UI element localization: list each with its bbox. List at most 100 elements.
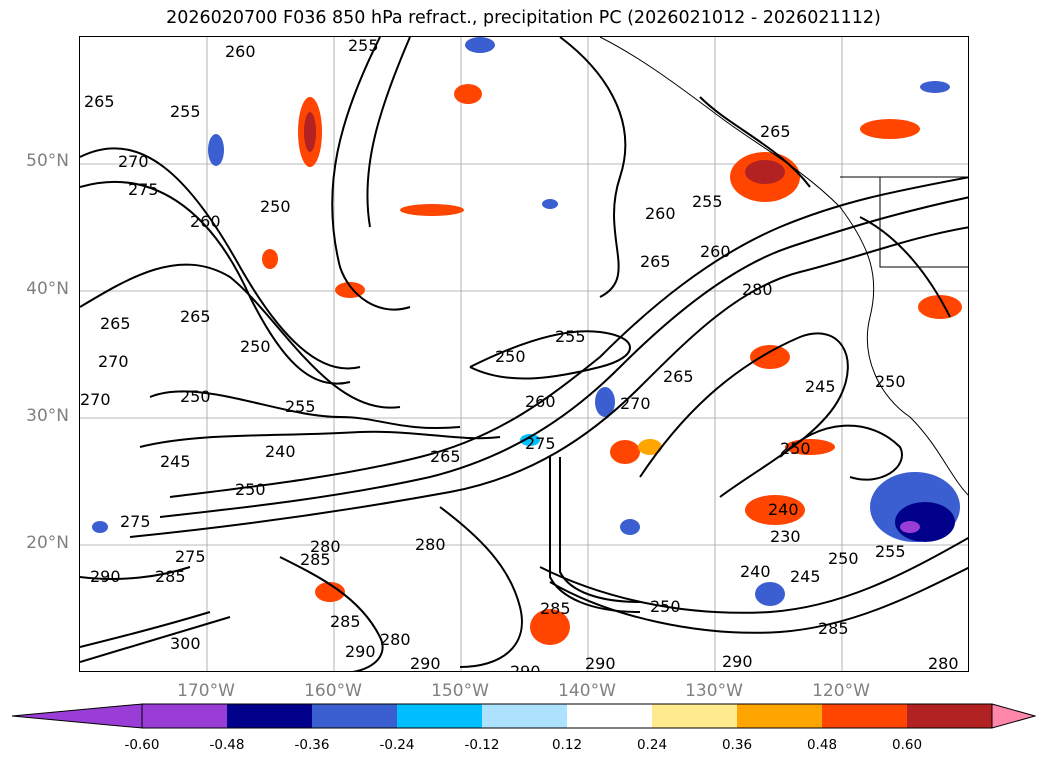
precip-shading — [92, 37, 962, 645]
contour-label: 250 — [828, 549, 859, 568]
contour-label: 250 — [875, 372, 906, 391]
contour-label: 290 — [722, 652, 753, 671]
colorbar-outline — [141, 703, 993, 729]
colorbar-tick: -0.60 — [124, 737, 160, 753]
contour-label: 250 — [260, 197, 291, 216]
contour-label: 255 — [285, 397, 316, 416]
colorbar-tick: 0.12 — [551, 737, 583, 753]
contour-label: 260 — [525, 392, 556, 411]
colorbar-tick: 0.60 — [891, 737, 923, 753]
contour-label: 290 — [510, 662, 541, 672]
contour-label: 285 — [300, 550, 331, 569]
colorbar-tick: -0.24 — [379, 737, 415, 753]
contour-label: 255 — [348, 37, 379, 55]
contour-label: 265 — [430, 447, 461, 466]
colorbar-bin — [822, 704, 907, 728]
colorbar-tick: 0.24 — [636, 737, 668, 753]
contour-label: 250 — [180, 387, 211, 406]
contour-label: 265 — [760, 122, 791, 141]
lon-label-160w: 160°W — [304, 681, 362, 701]
contour-label: 285 — [330, 612, 361, 631]
colorbar-bin — [312, 704, 397, 728]
contour-label: 260 — [225, 42, 256, 61]
lon-label-120w: 120°W — [812, 681, 870, 701]
contour-label: 275 — [120, 512, 151, 531]
contour-label: 250 — [650, 597, 681, 616]
contour-label: 260 — [645, 204, 676, 223]
contour-label: 285 — [155, 567, 186, 586]
lon-label-150w: 150°W — [431, 681, 489, 701]
contour-label-group: 260 255 265 270 275 250 255 260 265 250 … — [80, 37, 959, 672]
lat-label-50n: 50°N — [26, 151, 69, 171]
coastlines — [599, 37, 968, 496]
lon-label-170w: 170°W — [177, 681, 235, 701]
contour-label: 290 — [90, 567, 121, 586]
colorbar-tick: -0.36 — [294, 737, 330, 753]
contour-label: 265 — [100, 314, 131, 333]
lat-label-30n: 30°N — [26, 406, 69, 426]
contour-label: 255 — [875, 542, 906, 561]
lon-label-130w: 130°W — [685, 681, 743, 701]
contour-label: 270 — [98, 352, 129, 371]
contour-label: 250 — [495, 347, 526, 366]
colorbar-bin — [227, 704, 312, 728]
contour-label: 240 — [265, 442, 296, 461]
colorbar-tick: 0.48 — [806, 737, 838, 753]
colorbar-tick: 0.36 — [721, 737, 753, 753]
contour-label: 290 — [410, 654, 441, 672]
contour-label: 280 — [380, 630, 411, 649]
contour-label: 250 — [240, 337, 271, 356]
contour-label: 285 — [818, 619, 849, 638]
contour-label: 250 — [235, 480, 266, 499]
contour-label: 280 — [310, 537, 341, 556]
contour-label: 280 — [742, 280, 773, 299]
contour-label: 265 — [180, 307, 211, 326]
contour-map: 260 255 265 270 275 250 255 260 265 250 … — [80, 37, 968, 672]
contour-label: 245 — [160, 452, 191, 471]
contour-label: 230 — [770, 527, 801, 546]
refractivity-contours — [80, 37, 968, 671]
contour-label: 270 — [620, 394, 651, 413]
lon-label-140w: 140°W — [558, 681, 616, 701]
contour-label: 260 — [700, 242, 731, 261]
lat-label-40n: 40°N — [26, 279, 69, 299]
contour-label: 280 — [415, 535, 446, 554]
contour-label: 265 — [663, 367, 694, 386]
contour-label: 240 — [768, 500, 799, 519]
contour-label: 255 — [555, 327, 586, 346]
contour-label: 255 — [170, 102, 201, 121]
contour-label: 245 — [790, 567, 821, 586]
colorbar-bin — [907, 704, 992, 728]
map-panel: 260 255 265 270 275 250 255 260 265 250 … — [79, 36, 969, 672]
contour-label: 265 — [84, 92, 115, 111]
colorbar — [12, 703, 1036, 729]
colorbar-bin — [397, 704, 482, 728]
contour-label: 245 — [805, 377, 836, 396]
contour-label: 290 — [585, 654, 616, 672]
colorbar-bin — [482, 704, 567, 728]
graticule — [80, 37, 968, 671]
lat-label-20n: 20°N — [26, 533, 69, 553]
colorbar-bin — [567, 704, 652, 728]
contour-label: 270 — [118, 152, 149, 171]
contour-label: 240 — [740, 562, 771, 581]
contour-label: 255 — [692, 192, 723, 211]
colorbar-bin — [737, 704, 822, 728]
contour-label: 275 — [525, 434, 556, 453]
colorbar-over-arrow — [991, 703, 1036, 729]
contour-label: 280 — [928, 654, 959, 672]
colorbar-tick: -0.12 — [464, 737, 500, 753]
contour-label: 250 — [780, 439, 811, 458]
colorbar-under-arrow — [12, 703, 143, 729]
contour-label: 300 — [170, 634, 201, 653]
contour-label: 285 — [540, 599, 571, 618]
contour-label: 275 — [128, 180, 159, 199]
map-title: 2026020700 F036 850 hPa refract., precip… — [166, 8, 881, 28]
colorbar-bin — [142, 704, 227, 728]
contour-label: 260 — [190, 212, 221, 231]
colorbar-tick: -0.48 — [209, 737, 245, 753]
contour-label: 290 — [345, 642, 376, 661]
colorbar-bin — [652, 704, 737, 728]
contour-label: 275 — [175, 547, 206, 566]
contour-label: 270 — [80, 390, 111, 409]
